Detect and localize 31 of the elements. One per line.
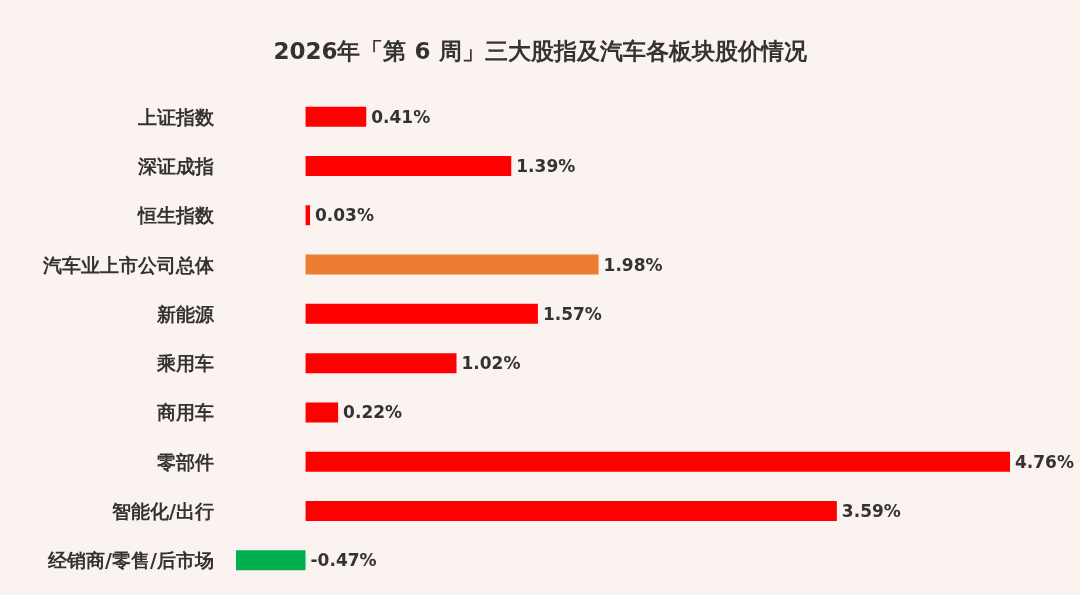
y-tick-label: 商用车 bbox=[156, 401, 214, 424]
y-tick-label: 乘用车 bbox=[156, 352, 214, 375]
bar bbox=[305, 303, 538, 324]
bar bbox=[305, 402, 339, 423]
data-label: 0.41% bbox=[371, 106, 431, 127]
data-label: -0.47% bbox=[310, 550, 377, 571]
data-label: 1.57% bbox=[542, 303, 602, 324]
y-tick-label: 汽车业上市公司总体 bbox=[42, 253, 215, 276]
y-tick-label: 零部件 bbox=[157, 450, 214, 473]
bar bbox=[305, 254, 599, 275]
y-tick-label: 经销商/零售/后市场 bbox=[47, 549, 214, 572]
data-label: 0.22% bbox=[343, 402, 403, 423]
y-tick-label: 新能源 bbox=[156, 302, 215, 325]
bar bbox=[305, 106, 367, 127]
bar bbox=[305, 205, 310, 226]
data-label: 1.39% bbox=[516, 155, 576, 176]
y-tick-label: 上证指数 bbox=[137, 105, 215, 128]
bar bbox=[305, 155, 512, 176]
y-tick-label: 恒生指数 bbox=[137, 204, 215, 227]
chart-title: 2026年「第 6 周」三大股指及汽车各板块股价情况 bbox=[273, 37, 808, 64]
bar bbox=[305, 353, 457, 374]
bar bbox=[305, 451, 1010, 472]
data-label: 0.03% bbox=[315, 205, 374, 226]
data-label: 1.98% bbox=[603, 254, 663, 275]
data-label: 3.59% bbox=[841, 501, 901, 522]
data-label: 1.02% bbox=[461, 353, 521, 374]
bar bbox=[305, 501, 837, 522]
data-label: 4.76% bbox=[1015, 451, 1074, 472]
y-tick-label: 深证成指 bbox=[137, 154, 214, 177]
y-tick-label: 智能化/出行 bbox=[111, 500, 214, 523]
bar bbox=[236, 550, 306, 571]
